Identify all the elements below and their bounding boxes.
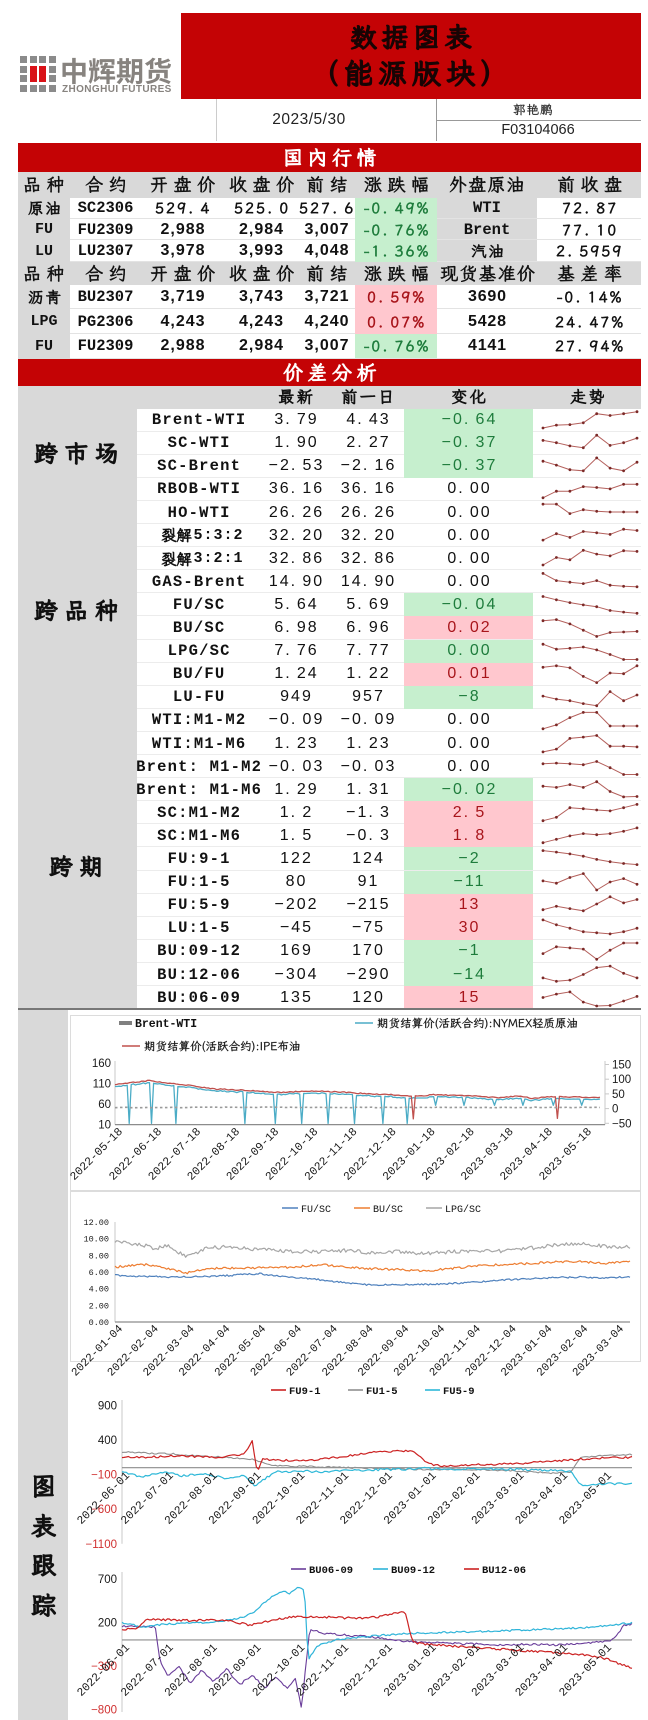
svg-text:Brent-WTI: Brent-WTI [135,1018,197,1031]
svg-text:FU9-1: FU9-1 [289,1386,321,1398]
svg-text:4.00: 4.00 [89,1285,109,1295]
svg-text:900: 900 [98,1401,117,1413]
svg-text:60: 60 [98,1099,111,1111]
svg-text:−600: −600 [91,1504,117,1516]
svg-text:LPG/SC: LPG/SC [445,1204,481,1216]
svg-text:10: 10 [98,1120,111,1132]
svg-text:700: 700 [98,1574,117,1586]
svg-text:−100: −100 [91,1470,117,1482]
svg-text:BU09-12: BU09-12 [391,1565,435,1577]
svg-text:160: 160 [92,1058,111,1070]
svg-text:FU1-5: FU1-5 [366,1386,398,1398]
svg-text:FU/SC: FU/SC [301,1204,331,1216]
svg-text:−800: −800 [91,1705,117,1717]
svg-text:100: 100 [612,1074,631,1086]
svg-text:−1100: −1100 [86,1539,117,1551]
svg-text:6.00: 6.00 [89,1268,109,1278]
svg-text:110: 110 [93,1079,111,1091]
svg-text:0.00: 0.00 [89,1318,109,1328]
svg-text:150: 150 [612,1060,631,1072]
svg-text:−50: −50 [612,1118,632,1130]
svg-text:2.00: 2.00 [89,1301,109,1311]
svg-text:8.00: 8.00 [89,1251,109,1261]
svg-text:50: 50 [612,1089,625,1101]
svg-text:BU/SC: BU/SC [373,1204,403,1216]
svg-text:BU06-09: BU06-09 [309,1565,353,1577]
svg-text:400: 400 [98,1435,117,1447]
svg-text:BU12-06: BU12-06 [482,1565,526,1577]
svg-text:FU5-9: FU5-9 [443,1386,475,1398]
svg-text:12.00: 12.00 [83,1218,109,1228]
svg-text:10.00: 10.00 [83,1235,109,1245]
svg-text:0: 0 [612,1104,618,1116]
svg-text:200: 200 [98,1618,117,1630]
svg-text:−300: −300 [91,1661,117,1673]
